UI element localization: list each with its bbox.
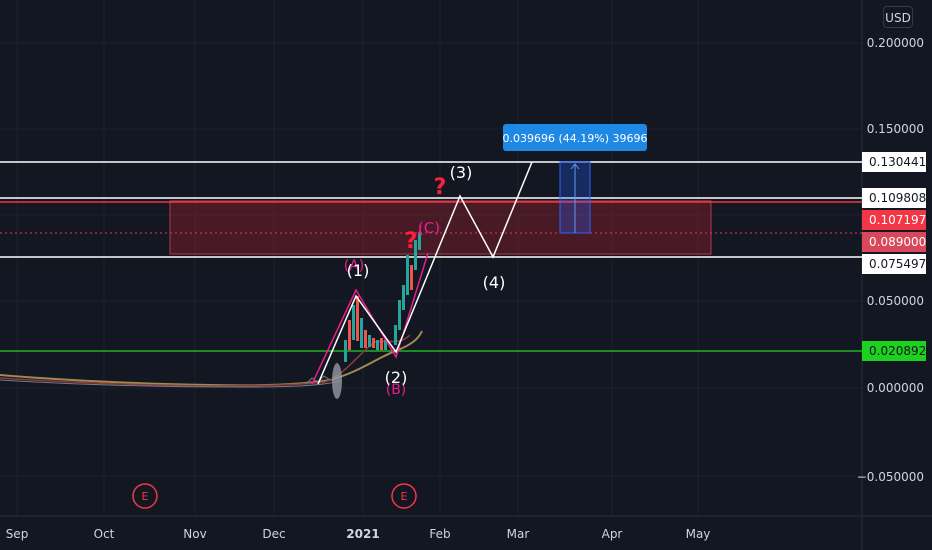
wave-label-4: (4): [483, 273, 506, 292]
price-axis[interactable]: 0.200000 0.150000 0.050000 0.000000 −0.0…: [857, 36, 924, 484]
highlight-ellipse: [332, 363, 342, 399]
wave-trendline: [417, 225, 422, 237]
price-tick: −0.050000: [857, 470, 924, 484]
time-tick: Apr: [602, 527, 623, 541]
price-tick: 0.150000: [867, 122, 924, 136]
price-tick: 0.200000: [867, 36, 924, 50]
event-marker-label: E: [142, 490, 149, 503]
time-tick: Mar: [507, 527, 530, 541]
price-badge-0-109808: 0.109808: [862, 188, 926, 208]
time-tick: Dec: [262, 527, 285, 541]
event-marker-1[interactable]: E: [132, 483, 158, 509]
elliott-projection[interactable]: [317, 161, 533, 385]
time-tick: 2021: [346, 527, 379, 541]
grid: [0, 0, 862, 516]
supply-zone[interactable]: [169, 200, 712, 255]
event-marker-2[interactable]: E: [391, 483, 417, 509]
question-mark-2: ?: [434, 175, 447, 200]
measure-tooltip-text: 0.039696 (44.19%) 39696: [503, 132, 648, 145]
price-badge-label: 0.109808: [869, 191, 926, 205]
candles: [305, 232, 421, 385]
wave-label-3: (3): [450, 163, 473, 182]
price-badge-0-130441: 0.130441: [862, 152, 926, 172]
price-badge-0-107197: 0.107197: [862, 210, 926, 230]
price-range-measure[interactable]: [559, 161, 591, 234]
time-axis[interactable]: Sep Oct Nov Dec 2021 Feb Mar Apr May: [6, 527, 711, 541]
currency-button[interactable]: USD: [883, 6, 913, 28]
time-tick: May: [686, 527, 711, 541]
price-tick: 0.050000: [867, 294, 924, 308]
price-badge-label: 0.130441: [869, 155, 926, 169]
measure-tooltip: 0.039696 (44.19%) 39696: [503, 124, 648, 151]
time-tick: Nov: [183, 527, 206, 541]
time-tick: Sep: [6, 527, 29, 541]
price-badge-label: 0.020892: [869, 344, 926, 358]
price-badge-0-020892: 0.020892: [862, 341, 926, 361]
price-badge-label: 0.075497: [869, 257, 926, 271]
wave-label-a: (A): [344, 258, 365, 274]
wave-label-c: (C): [418, 219, 440, 237]
question-mark-1: ?: [405, 229, 418, 254]
wave-label-b: (B): [386, 382, 407, 398]
event-marker-label: E: [401, 490, 408, 503]
price-badge-0-089000: 0.089000: [862, 232, 926, 252]
price-badge-0-075497: 0.075497: [862, 254, 926, 274]
time-tick: Feb: [429, 527, 450, 541]
wave-label-2: (2): [385, 368, 408, 387]
time-tick: Oct: [94, 527, 115, 541]
wave-label-1: (1): [347, 261, 370, 280]
price-badge-label: 0.089000: [869, 235, 926, 249]
ma-line-gray: [0, 379, 341, 388]
price-tick: 0.000000: [867, 381, 924, 395]
price-badge-label: 0.107197: [869, 213, 926, 227]
